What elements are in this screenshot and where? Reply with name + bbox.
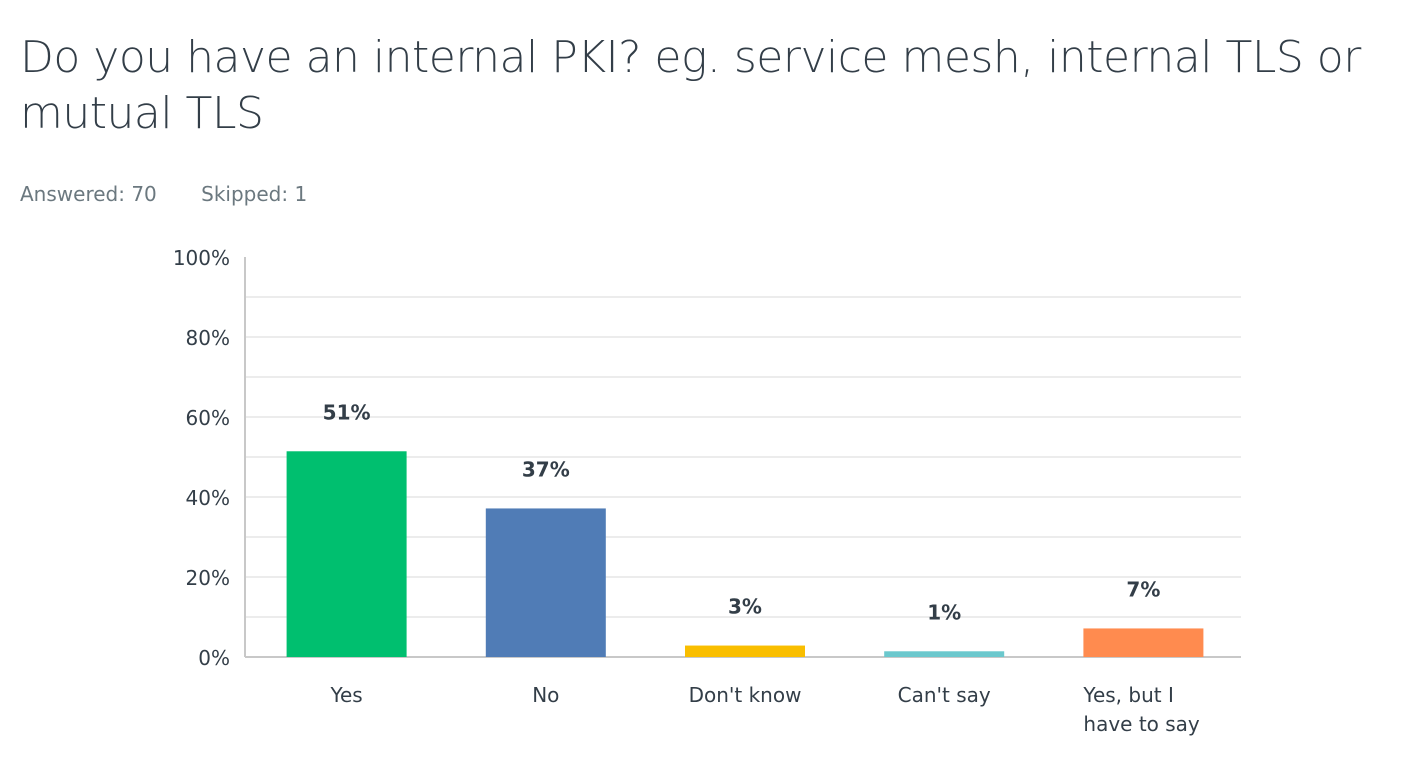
data-label: 7% (1126, 577, 1160, 601)
category-label: No (532, 683, 559, 707)
bar (286, 451, 407, 657)
question-title: Do you have an internal PKI? eg. service… (20, 32, 1361, 139)
bar (685, 645, 805, 657)
bar (884, 651, 1005, 657)
category-label: Don't know (689, 683, 802, 707)
bar (485, 508, 606, 657)
y-tick-label: 60% (186, 406, 230, 430)
data-label: 1% (927, 600, 961, 624)
data-label: 37% (522, 457, 570, 481)
y-tick-label: 100% (173, 246, 230, 270)
data-label: 3% (728, 595, 762, 619)
skipped-count: Skipped: 1 (201, 182, 308, 206)
category-label: Yes (329, 683, 362, 707)
y-tick-label: 40% (186, 486, 230, 510)
y-tick-label: 0% (198, 646, 230, 670)
y-tick-label: 80% (186, 326, 230, 350)
y-tick-label: 20% (186, 566, 230, 590)
category-label: Yes, but I (1082, 683, 1173, 707)
response-stats: Answered: 70 Skipped: 1 (20, 182, 345, 206)
data-label: 51% (323, 400, 371, 424)
answered-count: Answered: 70 (20, 182, 157, 206)
category-label: Can't say (898, 683, 991, 707)
bar (1083, 628, 1204, 657)
category-label: have to say (1083, 712, 1200, 736)
